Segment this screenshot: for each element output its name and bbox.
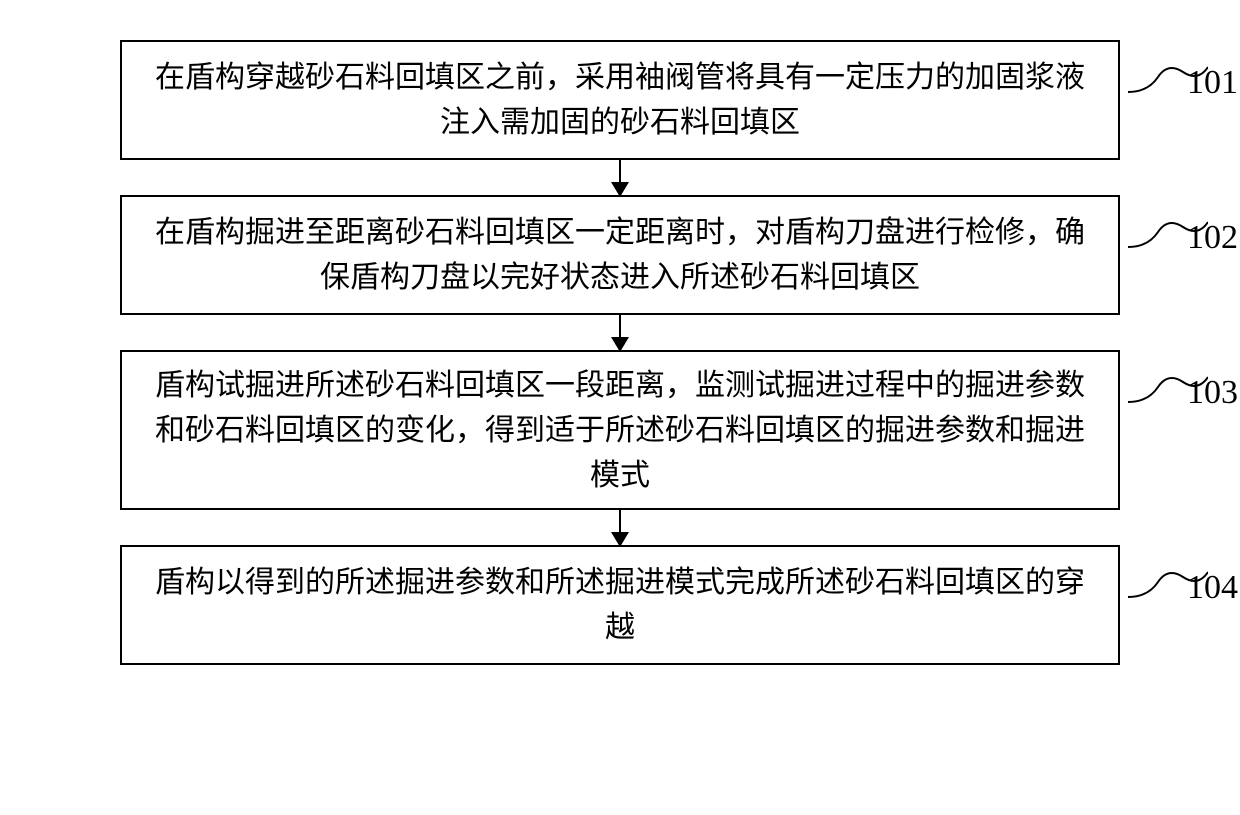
step-label: 102 — [1187, 212, 1238, 263]
flow-step-text: 盾构试掘进所述砂石料回填区一段距离，监测试掘进过程中的掘进参数和砂石料回填区的变… — [152, 363, 1088, 498]
flow-step-text: 在盾构穿越砂石料回填区之前，采用袖阀管将具有一定压力的加固浆液注入需加固的砂石料… — [152, 55, 1088, 145]
flowchart-container: 在盾构穿越砂石料回填区之前，采用袖阀管将具有一定压力的加固浆液注入需加固的砂石料… — [70, 40, 1170, 665]
flow-step-102: 在盾构掘进至距离砂石料回填区一定距离时，对盾构刀盘进行检修，确保盾构刀盘以完好状… — [120, 195, 1120, 315]
flow-step-103: 盾构试掘进所述砂石料回填区一段距离，监测试掘进过程中的掘进参数和砂石料回填区的变… — [120, 350, 1120, 510]
step-label: 101 — [1187, 57, 1238, 108]
flow-step-text: 在盾构掘进至距离砂石料回填区一定距离时，对盾构刀盘进行检修，确保盾构刀盘以完好状… — [152, 210, 1088, 300]
flow-arrow — [619, 315, 621, 350]
step-label: 104 — [1187, 562, 1238, 613]
flow-arrow — [619, 160, 621, 195]
flow-step-101: 在盾构穿越砂石料回填区之前，采用袖阀管将具有一定压力的加固浆液注入需加固的砂石料… — [120, 40, 1120, 160]
flow-step-104: 盾构以得到的所述掘进参数和所述掘进模式完成所述砂石料回填区的穿越 104 — [120, 545, 1120, 665]
flow-arrow — [619, 510, 621, 545]
flow-step-text: 盾构以得到的所述掘进参数和所述掘进模式完成所述砂石料回填区的穿越 — [152, 560, 1088, 650]
step-label: 103 — [1187, 367, 1238, 418]
